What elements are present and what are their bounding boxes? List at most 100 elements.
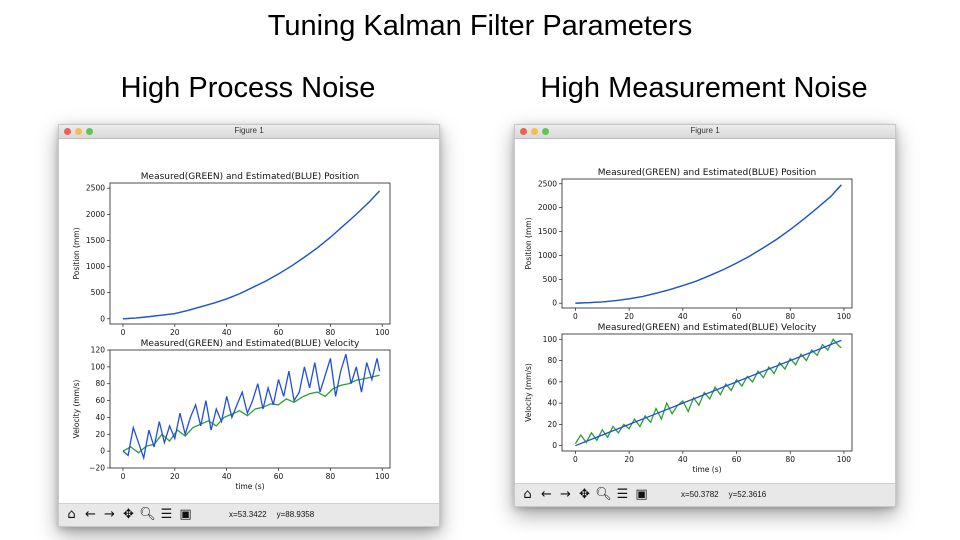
plot-frame — [561, 333, 853, 452]
chart-0: Measured(GREEN) and Estimated(BLUE) Posi… — [72, 172, 391, 337]
cursor-coordinates: x=53.3422 y=88.9358 — [229, 510, 324, 519]
chart-2: Measured(GREEN) and Estimated(BLUE) Posi… — [524, 168, 853, 321]
y-axis-label: Position (mm) — [72, 227, 81, 279]
plot-frame — [561, 178, 853, 309]
x-tick-label: 20 — [170, 472, 180, 481]
y-tick-label: 0 — [552, 441, 557, 450]
y-tick-label: 100 — [543, 335, 558, 344]
x-tick-label: 40 — [678, 455, 688, 464]
y-tick-label: 0 — [552, 299, 557, 308]
x-tick-label: 40 — [222, 328, 232, 337]
x-tick-label: 80 — [326, 328, 336, 337]
x-tick-label: 40 — [222, 472, 232, 481]
x-tick-label: 20 — [170, 328, 180, 337]
estimated-series-line — [575, 339, 842, 447]
y-tick-label: 500 — [91, 288, 106, 297]
plot-frame — [109, 182, 391, 325]
save-icon[interactable]: ▣ — [635, 487, 648, 502]
y-tick-label: 80 — [547, 356, 557, 365]
y-tick-label: 1000 — [86, 262, 105, 271]
y-axis-label: Velocity (mm/s) — [72, 380, 81, 439]
x-tick-label: 80 — [326, 472, 336, 481]
y-tick-label: 80 — [95, 379, 105, 388]
figure-canvas-right[interactable]: Measured(GREEN) and Estimated(BLUE) Posi… — [515, 138, 895, 483]
x-tick-label: 0 — [573, 312, 578, 321]
y-tick-label: 2000 — [538, 203, 557, 212]
x-tick-label: 100 — [375, 328, 390, 337]
measured-series-line — [575, 184, 842, 304]
y-tick-label: 60 — [547, 377, 557, 386]
back-arrow-icon[interactable]: ← — [85, 507, 96, 522]
x-tick-label: 20 — [624, 312, 634, 321]
figure-canvas-left[interactable]: Measured(GREEN) and Estimated(BLUE) Posi… — [59, 138, 439, 503]
figure-toolbar: ⌂ ← → ✥ 🔍︎ ☰ ▣ x=53.3422 y=88.9358 — [59, 503, 439, 526]
zoom-icon[interactable]: 🔍︎ — [139, 507, 156, 522]
estimated-series-line — [122, 354, 381, 461]
measured-series-line — [574, 338, 842, 444]
y-tick-label: 40 — [95, 413, 105, 422]
right-panel-heading: High Measurement Noise — [540, 72, 868, 104]
chart-title: Measured(GREEN) and Estimated(BLUE) Velo… — [598, 323, 817, 333]
configure-icon[interactable]: ☰ — [616, 487, 629, 502]
y-tick-label: 2500 — [538, 179, 557, 188]
cursor-x: x=50.3782 — [681, 490, 719, 499]
chart-title: Measured(GREEN) and Estimated(BLUE) Posi… — [598, 168, 816, 178]
y-tick-label: 0 — [100, 314, 105, 323]
close-window-button[interactable] — [64, 128, 71, 135]
y-axis-label: Velocity (mm/s) — [524, 363, 533, 422]
measured-series-line — [122, 190, 381, 320]
forward-arrow-icon[interactable]: → — [104, 507, 115, 522]
x-tick-label: 0 — [121, 472, 126, 481]
y-tick-label: 120 — [91, 346, 106, 355]
estimated-series-line — [575, 184, 842, 304]
chart-title: Measured(GREEN) and Estimated(BLUE) Velo… — [141, 339, 360, 349]
forward-arrow-icon[interactable]: → — [560, 487, 571, 502]
minimize-window-button[interactable] — [531, 128, 538, 135]
minimize-window-button[interactable] — [75, 128, 82, 135]
window-titlebar[interactable]: Figure 1 — [515, 125, 895, 139]
x-tick-label: 60 — [274, 472, 284, 481]
y-tick-label: 20 — [547, 420, 557, 429]
left-panel-heading: High Process Noise — [120, 72, 376, 104]
slide-title: Tuning Kalman Filter Parameters — [267, 10, 693, 42]
back-arrow-icon[interactable]: ← — [541, 487, 552, 502]
y-tick-label: 60 — [95, 396, 105, 405]
x-axis-label: time (s) — [235, 482, 264, 491]
x-tick-label: 100 — [375, 472, 390, 481]
y-tick-label: 500 — [543, 275, 558, 284]
save-icon[interactable]: ▣ — [179, 507, 192, 522]
maximize-window-button[interactable] — [86, 128, 93, 135]
y-tick-label: 1000 — [538, 251, 557, 260]
measured-series-line — [122, 374, 380, 454]
x-tick-label: 0 — [573, 455, 578, 464]
pan-icon[interactable]: ✥ — [579, 487, 590, 502]
cursor-y: y=52.3616 — [728, 490, 767, 499]
configure-icon[interactable]: ☰ — [160, 507, 173, 522]
maximize-window-button[interactable] — [542, 128, 549, 135]
y-tick-label: 1500 — [538, 227, 557, 236]
figure-toolbar: ⌂ ← → ✥ 🔍︎ ☰ ▣ x=50.3782 y=52.3616 — [515, 483, 895, 506]
window-title: Figure 1 — [690, 126, 720, 135]
window-titlebar[interactable]: Figure 1 — [59, 125, 439, 139]
chart-1: Measured(GREEN) and Estimated(BLUE) Velo… — [72, 339, 391, 491]
y-tick-label: 2000 — [86, 210, 105, 219]
y-tick-label: 2500 — [86, 184, 105, 193]
close-window-button[interactable] — [520, 128, 527, 135]
pan-icon[interactable]: ✥ — [123, 507, 134, 522]
x-tick-label: 60 — [274, 328, 284, 337]
home-icon[interactable]: ⌂ — [523, 487, 532, 502]
cursor-coordinates: x=50.3782 y=52.3616 — [681, 490, 776, 499]
cursor-x: x=53.3422 — [229, 510, 267, 519]
chart-title: Measured(GREEN) and Estimated(BLUE) Posi… — [141, 172, 359, 182]
x-tick-label: 20 — [624, 455, 634, 464]
x-tick-label: 100 — [837, 312, 852, 321]
home-icon[interactable]: ⌂ — [67, 507, 76, 522]
x-tick-label: 60 — [732, 455, 742, 464]
y-tick-label: 20 — [95, 430, 105, 439]
window-title: Figure 1 — [234, 126, 264, 135]
y-tick-label: 40 — [547, 399, 557, 408]
zoom-icon[interactable]: 🔍︎ — [595, 487, 612, 502]
figure-window-right: Figure 1 Measured(GREEN) and Estimated(B… — [514, 124, 896, 507]
cursor-y: y=88.9358 — [276, 510, 315, 519]
x-tick-label: 60 — [732, 312, 742, 321]
